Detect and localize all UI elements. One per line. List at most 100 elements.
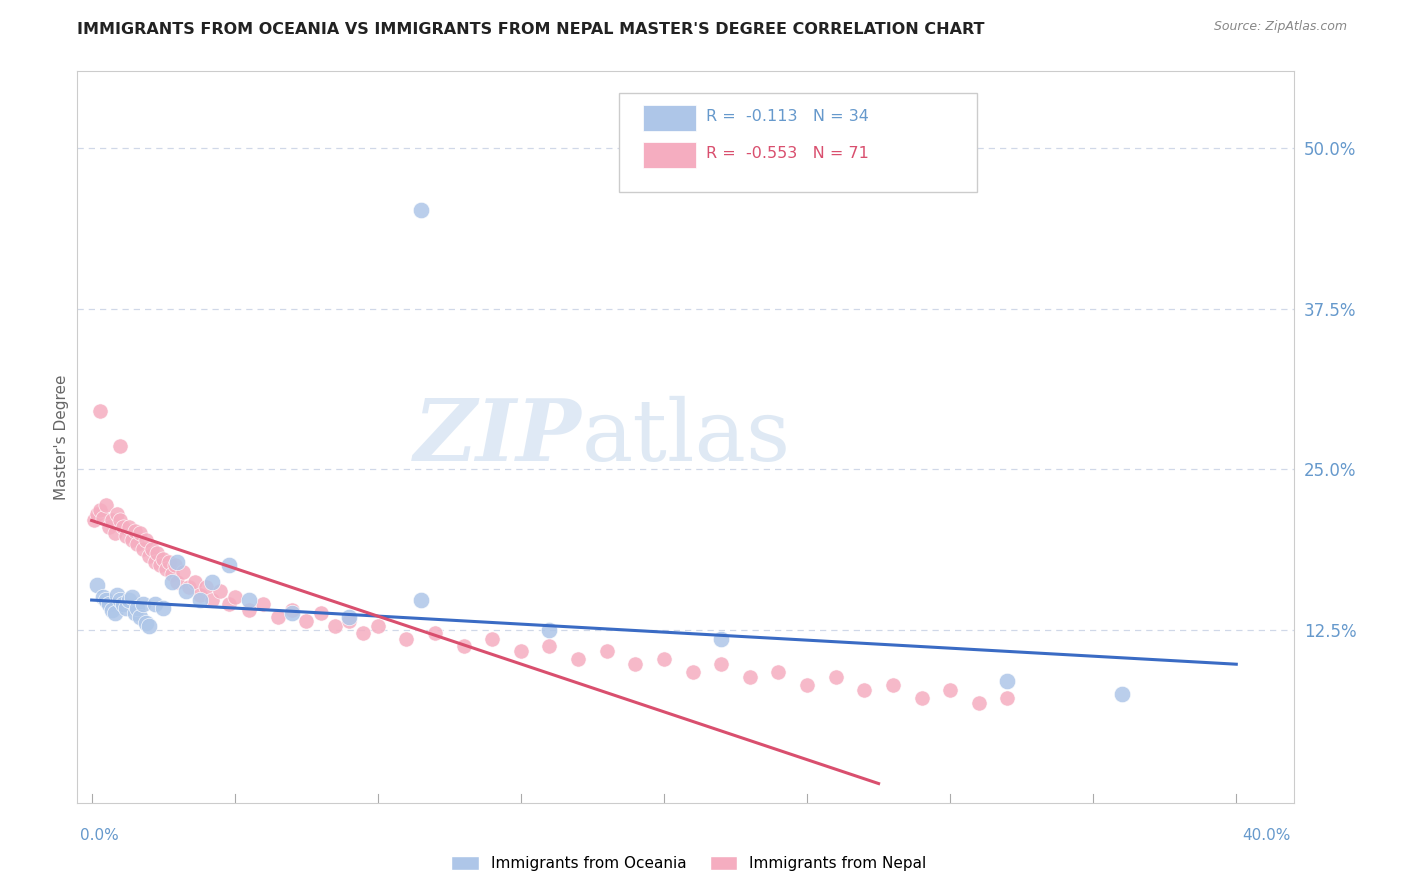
Point xyxy=(86,577,108,591)
Point xyxy=(103,606,125,620)
Text: 40.0%: 40.0% xyxy=(1243,829,1291,844)
Point xyxy=(995,690,1018,705)
Point xyxy=(353,626,375,640)
Point xyxy=(409,593,432,607)
Point xyxy=(132,541,155,556)
Point xyxy=(138,549,160,564)
Text: IMMIGRANTS FROM OCEANIA VS IMMIGRANTS FROM NEPAL MASTER'S DEGREE CORRELATION CHA: IMMIGRANTS FROM OCEANIA VS IMMIGRANTS FR… xyxy=(77,22,984,37)
FancyBboxPatch shape xyxy=(643,105,696,131)
Point xyxy=(768,665,790,679)
Point xyxy=(155,562,177,576)
Point xyxy=(652,652,675,666)
Text: R =  -0.113   N = 34: R = -0.113 N = 34 xyxy=(706,109,869,124)
Text: R =  -0.553   N = 71: R = -0.553 N = 71 xyxy=(706,145,869,161)
Point xyxy=(163,558,186,573)
Point xyxy=(143,555,166,569)
Point xyxy=(103,526,125,541)
Point xyxy=(281,606,304,620)
Text: 0.0%: 0.0% xyxy=(80,829,120,844)
Point xyxy=(89,404,111,418)
Point xyxy=(118,520,141,534)
Point xyxy=(238,603,260,617)
Point xyxy=(89,503,111,517)
Point xyxy=(323,618,346,632)
Point xyxy=(266,609,288,624)
Point xyxy=(596,644,619,658)
Text: atlas: atlas xyxy=(582,395,792,479)
Point xyxy=(481,632,503,646)
Point xyxy=(337,609,360,624)
Point xyxy=(939,682,962,697)
Point xyxy=(100,514,122,528)
Point xyxy=(174,584,197,599)
Point xyxy=(538,639,561,653)
Point xyxy=(710,632,733,646)
Point xyxy=(152,552,174,566)
Point xyxy=(127,600,149,615)
Point xyxy=(209,584,232,599)
Text: Source: ZipAtlas.com: Source: ZipAtlas.com xyxy=(1213,20,1347,33)
Point xyxy=(166,575,188,590)
Point xyxy=(105,588,128,602)
Point xyxy=(281,603,304,617)
Point xyxy=(86,507,108,521)
Point xyxy=(910,690,932,705)
Point xyxy=(177,580,200,594)
Point xyxy=(124,606,146,620)
Point xyxy=(218,558,240,573)
Point xyxy=(201,575,224,590)
Point xyxy=(127,536,149,550)
Text: ZIP: ZIP xyxy=(415,395,582,479)
Point xyxy=(160,567,183,582)
Point xyxy=(146,545,169,559)
Point xyxy=(112,520,135,534)
Point xyxy=(152,600,174,615)
Point xyxy=(129,609,152,624)
Point xyxy=(309,606,332,620)
Point xyxy=(509,644,531,658)
Point xyxy=(97,520,120,534)
Point xyxy=(367,618,389,632)
Point xyxy=(121,591,143,605)
Point xyxy=(967,696,990,710)
Point xyxy=(115,529,138,543)
Point xyxy=(105,507,128,521)
Point xyxy=(201,593,224,607)
Point xyxy=(995,673,1018,688)
FancyBboxPatch shape xyxy=(643,142,696,168)
Point xyxy=(112,597,135,611)
Point xyxy=(149,558,172,573)
Point xyxy=(423,626,446,640)
Point xyxy=(682,665,704,679)
Y-axis label: Master's Degree: Master's Degree xyxy=(53,375,69,500)
Point xyxy=(138,618,160,632)
Point xyxy=(135,533,157,547)
Point xyxy=(710,657,733,672)
Point xyxy=(853,682,876,697)
Point xyxy=(91,591,114,605)
Point xyxy=(100,603,122,617)
Point xyxy=(337,614,360,628)
Point xyxy=(295,614,318,628)
Point xyxy=(453,639,475,653)
Point xyxy=(110,439,132,453)
Point xyxy=(110,514,132,528)
Legend: Immigrants from Oceania, Immigrants from Nepal: Immigrants from Oceania, Immigrants from… xyxy=(446,849,932,877)
Point xyxy=(172,565,194,579)
Point xyxy=(224,591,246,605)
Point xyxy=(83,514,105,528)
Point xyxy=(882,678,904,692)
Point xyxy=(143,597,166,611)
Point xyxy=(94,593,117,607)
Point xyxy=(97,597,120,611)
Point xyxy=(190,593,212,607)
Point xyxy=(738,670,761,684)
Point xyxy=(115,600,138,615)
Point xyxy=(195,580,218,594)
Point xyxy=(824,670,846,684)
Point xyxy=(252,597,274,611)
Point xyxy=(135,616,157,631)
Point xyxy=(160,575,183,590)
Point xyxy=(121,533,143,547)
Point xyxy=(190,588,212,602)
